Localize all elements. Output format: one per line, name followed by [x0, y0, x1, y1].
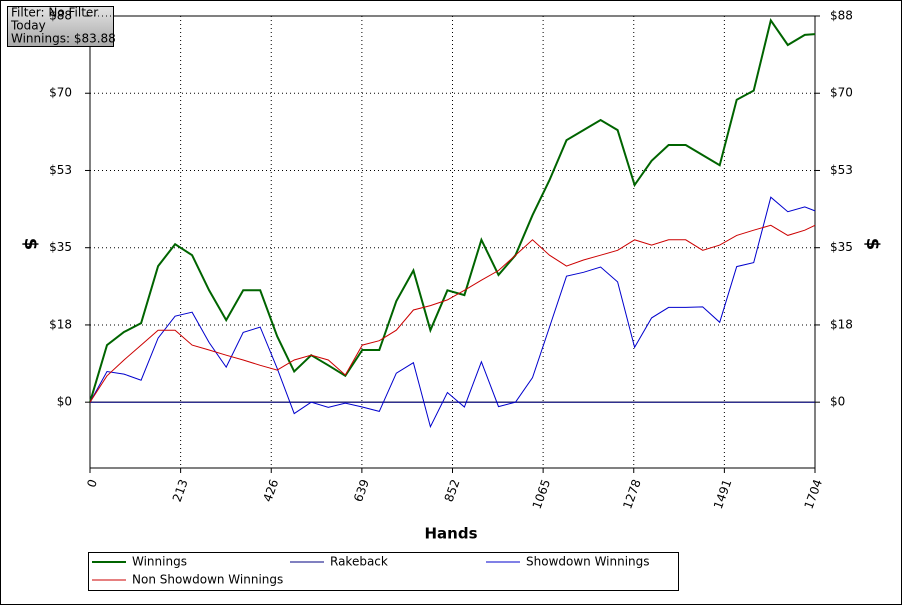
legend [88, 552, 679, 591]
legend-label: Non Showdown Winnings [132, 573, 283, 587]
y-tick-label: $0 [57, 395, 72, 409]
y-tick-label: $35 [49, 240, 72, 254]
series-line [89, 224, 816, 403]
info-text: Filter: No Filter [11, 6, 98, 20]
y-tick-label: $18 [49, 317, 72, 331]
y2-tick-label: $0 [830, 395, 845, 409]
legend-label: Rakeback [330, 555, 388, 569]
y-tick-label: $53 [49, 163, 72, 177]
y-axis-label: $ [20, 238, 41, 251]
y-tick-label: $70 [49, 86, 72, 100]
x-axis-label: Hands [424, 525, 477, 543]
series-line [89, 196, 816, 429]
y2-tick-label: $70 [830, 86, 853, 100]
y2-tick-label: $53 [830, 163, 853, 177]
legend-label: Winnings [132, 555, 187, 569]
y-tick-label: $88 [49, 9, 72, 23]
legend-label: Showdown Winnings [526, 555, 650, 569]
info-text: Today [10, 19, 46, 33]
info-text: Winnings: $83.88 [11, 32, 116, 46]
series-line [89, 17, 816, 403]
info-box [7, 6, 114, 47]
y2-axis-label: $ [862, 238, 883, 251]
y2-tick-label: $88 [830, 9, 853, 23]
x-tick-label: 0 [84, 477, 100, 489]
y2-tick-label: $35 [830, 240, 853, 254]
y2-tick-label: $18 [830, 317, 853, 331]
